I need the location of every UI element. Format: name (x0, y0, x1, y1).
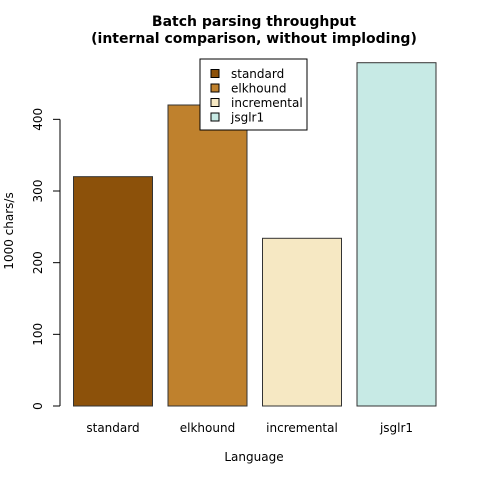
bars (73, 62, 437, 407)
legend-swatch (210, 98, 220, 107)
y-tick-label: 100 (31, 323, 45, 346)
y-axis: 0 100 200 300 400 (31, 108, 61, 410)
chart-title-line1: Batch parsing throughput (152, 14, 356, 30)
legend-swatch (210, 83, 220, 93)
legend-label: elkhound (231, 82, 286, 96)
y-tick-label: 0 (31, 402, 45, 410)
y-axis-label: 1000 chars/s (2, 192, 16, 269)
x-tick-label: elkhound (180, 421, 235, 435)
x-tick-labels: standard elkhound incremental jsglr1 (86, 421, 413, 435)
bar-jsglr1 (356, 62, 437, 407)
y-tick-label: 400 (31, 108, 45, 131)
x-tick-label: incremental (266, 421, 338, 435)
legend-label: standard (231, 67, 284, 81)
legend-swatch (210, 112, 220, 122)
legend-swatch (210, 69, 220, 78)
chart-title-line2: (internal comparison, without imploding) (91, 31, 417, 47)
bar-elkhound (167, 104, 248, 407)
x-tick-label: jsglr1 (379, 421, 413, 435)
x-axis-label: Language (224, 450, 283, 464)
y-tick-label: 300 (31, 180, 45, 203)
legend-label: incremental (231, 96, 303, 110)
x-tick-label: standard (86, 421, 139, 435)
y-tick-label: 200 (31, 251, 45, 274)
bar-incremental (262, 237, 342, 407)
bar-standard (73, 176, 153, 407)
legend-label: jsglr1 (230, 111, 264, 125)
